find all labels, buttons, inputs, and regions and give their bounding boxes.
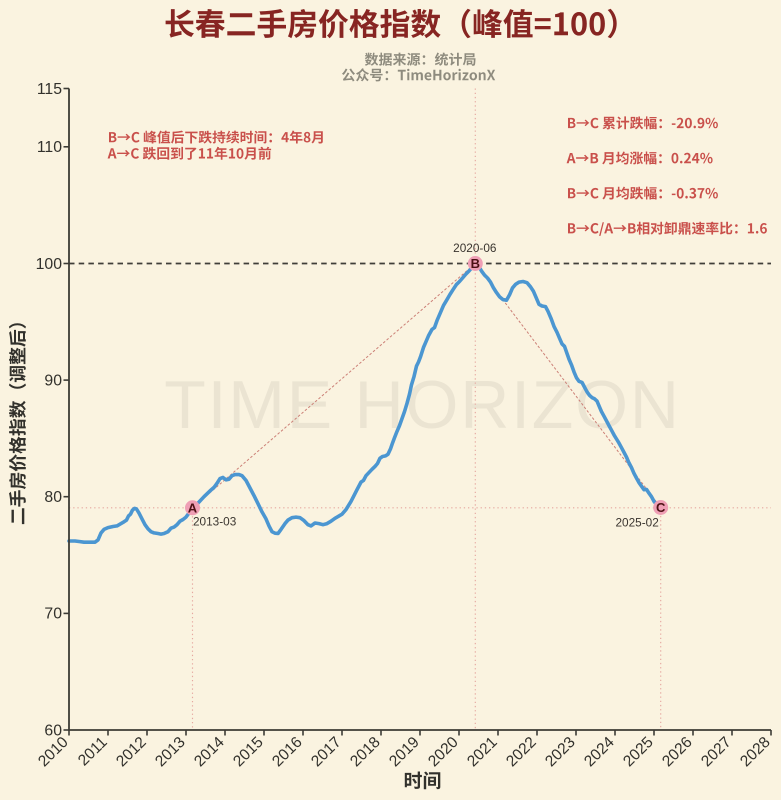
svg-text:C: C xyxy=(656,500,666,515)
svg-text:60: 60 xyxy=(44,722,62,739)
svg-text:70: 70 xyxy=(44,606,62,623)
svg-text:TIME HORIZON: TIME HORIZON xyxy=(164,367,680,443)
svg-text:115: 115 xyxy=(37,81,62,98)
svg-text:2013-03: 2013-03 xyxy=(193,515,237,529)
svg-text:2025-02: 2025-02 xyxy=(616,515,659,529)
svg-text:B: B xyxy=(471,256,480,271)
svg-text:110: 110 xyxy=(37,139,62,156)
svg-text:2020-06: 2020-06 xyxy=(453,241,497,255)
svg-text:80: 80 xyxy=(44,489,62,506)
svg-text:100: 100 xyxy=(36,256,63,273)
svg-text:90: 90 xyxy=(44,372,62,389)
svg-text:A: A xyxy=(188,501,198,516)
